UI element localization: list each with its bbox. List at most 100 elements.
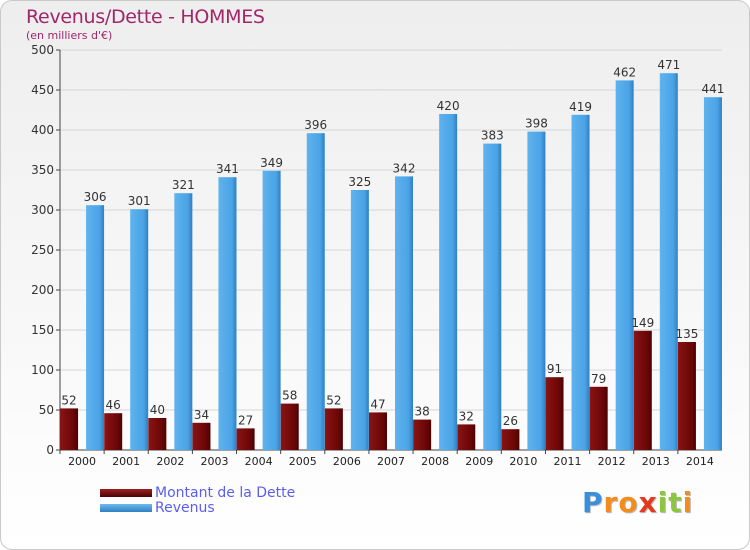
bar-revenus — [306, 133, 325, 450]
bar-dette — [192, 422, 211, 450]
x-tick-label: 2011 — [554, 455, 582, 468]
y-tick-label: 400 — [31, 123, 54, 137]
data-label-dette: 32 — [459, 409, 474, 423]
data-label-revenus: 462 — [613, 65, 636, 79]
logo-letter: x — [638, 486, 658, 519]
data-label-revenus: 306 — [84, 190, 107, 204]
bar-revenus — [86, 205, 105, 450]
legend-label-revenus: Revenus — [155, 500, 215, 516]
x-tick-label: 2014 — [686, 455, 714, 468]
data-label-dette: 91 — [547, 362, 562, 376]
x-tick-label: 2000 — [68, 455, 96, 468]
data-label-dette: 135 — [675, 327, 698, 341]
bar-dette — [369, 412, 387, 450]
y-tick-label: 250 — [31, 243, 54, 257]
logo-letter: r — [603, 486, 619, 519]
data-label-revenus: 321 — [172, 178, 195, 192]
y-tick-label: 300 — [31, 203, 54, 217]
bar-revenus — [615, 80, 634, 451]
data-label-revenus: 441 — [701, 82, 724, 96]
data-label-dette: 79 — [591, 372, 606, 386]
bar-revenus — [395, 176, 413, 450]
legend-label-dette: Montant de la Dette — [155, 485, 296, 501]
data-label-dette: 38 — [414, 405, 429, 419]
data-label-dette: 149 — [631, 316, 654, 330]
bar-revenus — [527, 131, 546, 450]
data-label-dette: 46 — [106, 398, 121, 412]
y-tick-label: 500 — [31, 43, 54, 57]
x-tick-label: 2008 — [421, 455, 449, 468]
data-label-dette: 52 — [326, 393, 341, 407]
bar-dette — [677, 342, 696, 450]
bar-revenus — [218, 177, 237, 450]
logo-letter: o — [618, 486, 639, 519]
legend-swatch-dette — [100, 489, 152, 497]
bar-revenus — [703, 97, 722, 450]
bar-revenus — [659, 73, 678, 450]
bar-dette — [501, 429, 520, 450]
data-label-revenus: 398 — [525, 117, 548, 131]
bar-revenus — [483, 143, 502, 450]
bar-dette — [104, 413, 123, 450]
data-label-dette: 52 — [61, 393, 76, 407]
proxiti-logo: Proxiti — [582, 486, 693, 519]
data-label-revenus: 349 — [260, 156, 283, 170]
y-tick-label: 150 — [31, 323, 54, 337]
bar-dette — [324, 408, 343, 450]
chart-subtitle: (en milliers d'€) — [26, 29, 113, 42]
data-label-dette: 26 — [503, 414, 518, 428]
bar-dette — [60, 408, 79, 450]
data-label-dette: 58 — [282, 389, 297, 403]
bar-dette — [280, 403, 299, 450]
data-label-revenus: 396 — [304, 118, 327, 132]
bar-dette — [148, 418, 167, 450]
data-label-revenus: 325 — [348, 175, 371, 189]
bar-dette — [633, 330, 652, 450]
data-label-revenus: 471 — [657, 58, 680, 72]
bar-revenus — [262, 170, 281, 451]
legend-swatch-revenus — [100, 504, 152, 512]
x-tick-label: 2005 — [289, 455, 317, 468]
logo-letter: i — [657, 486, 669, 519]
y-tick-label: 100 — [31, 363, 54, 377]
x-tick-label: 2010 — [509, 455, 537, 468]
x-tick-label: 2013 — [642, 455, 670, 468]
logo-letter: P — [582, 486, 604, 519]
bar-dette — [545, 377, 564, 450]
x-tick-label: 2006 — [333, 455, 361, 468]
x-tick-label: 2002 — [156, 455, 184, 468]
data-label-dette: 40 — [150, 403, 165, 417]
x-tick-label: 2012 — [598, 455, 626, 468]
logo-letter: i — [682, 486, 694, 519]
x-tick-label: 2007 — [377, 455, 405, 468]
bar-revenus — [174, 193, 193, 450]
bar-revenus — [571, 114, 590, 451]
data-label-revenus: 301 — [128, 194, 151, 208]
y-tick-label: 200 — [31, 283, 54, 297]
data-label-dette: 27 — [238, 413, 253, 427]
chart-title: Revenus/Dette - HOMMES — [26, 6, 265, 28]
bar-revenus — [439, 114, 458, 450]
data-label-dette: 34 — [194, 408, 209, 422]
data-label-revenus: 341 — [216, 162, 239, 176]
bar-dette — [413, 419, 432, 450]
x-tick-label: 2003 — [200, 455, 228, 468]
y-tick-label: 0 — [46, 443, 54, 457]
data-label-dette: 47 — [370, 397, 385, 411]
data-label-revenus: 383 — [481, 129, 504, 143]
y-tick-label: 50 — [39, 403, 54, 417]
y-tick-label: 350 — [31, 163, 54, 177]
bar-revenus — [350, 190, 369, 450]
bar-revenus — [130, 209, 149, 450]
data-label-revenus: 420 — [437, 99, 460, 113]
logo-letter: t — [668, 486, 683, 519]
data-label-revenus: 419 — [569, 100, 592, 114]
x-tick-label: 2004 — [245, 455, 273, 468]
bar-dette — [236, 428, 255, 450]
bar-dette — [589, 386, 608, 450]
data-label-revenus: 342 — [393, 161, 416, 175]
y-tick-label: 450 — [31, 83, 54, 97]
x-tick-label: 2001 — [112, 455, 140, 468]
x-tick-label: 2009 — [465, 455, 493, 468]
